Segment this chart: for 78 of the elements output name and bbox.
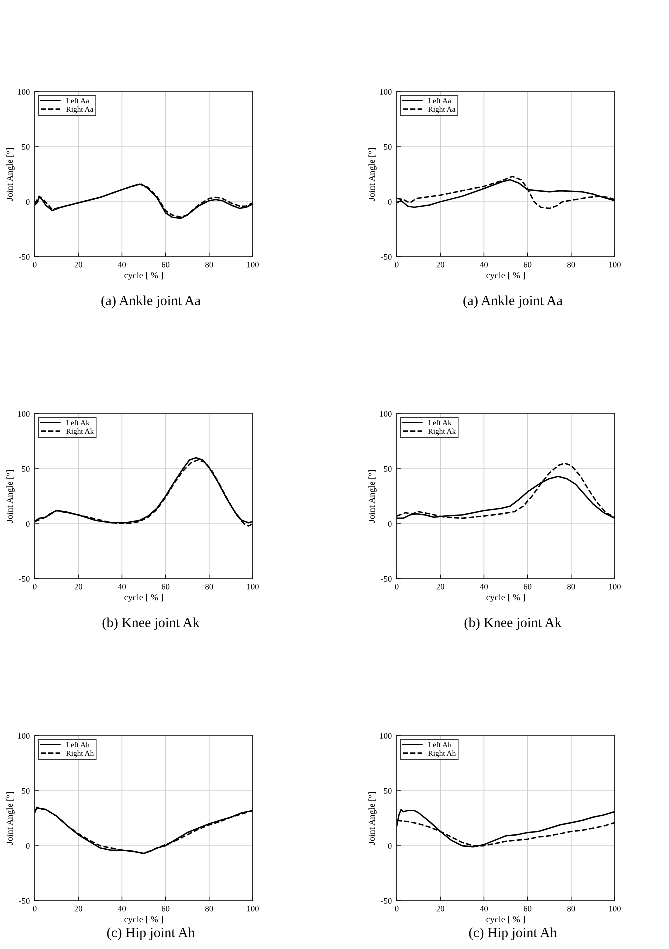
x-tick-label: 40 — [480, 262, 488, 268]
y-tick-label: 50 — [384, 466, 392, 472]
y-tick-label: 0 — [388, 521, 392, 527]
text: (c) Hip joint Ah — [469, 928, 557, 940]
y-tick-label: -50 — [19, 898, 30, 904]
x-tick-label: 0 — [395, 262, 399, 268]
x-tick-label: 60 — [162, 584, 170, 590]
x-tick-label: 40 — [118, 262, 126, 268]
x-tick-label: 0 — [33, 584, 37, 590]
x-tick-label: 100 — [247, 262, 259, 268]
x-tick-label: 60 — [524, 906, 532, 912]
x-axis-title: cycle [ % ] — [124, 594, 164, 602]
x-tick-label: 20 — [436, 584, 444, 590]
x-tick-label: 40 — [480, 584, 488, 590]
x-tick-label: 0 — [33, 906, 37, 912]
x-tick-label: 20 — [74, 906, 82, 912]
x-tick-label: 80 — [568, 584, 576, 590]
x-tick-label: 40 — [118, 584, 126, 590]
x-tick-label: 80 — [568, 906, 576, 912]
y-tick-label: 50 — [22, 466, 30, 472]
y-axis-title: Joint Angle [°] — [6, 470, 15, 523]
y-tick-label: -50 — [19, 576, 30, 582]
y-tick-label: -50 — [381, 898, 392, 904]
x-tick-label: 40 — [480, 906, 488, 912]
x-tick-label: 80 — [206, 262, 214, 268]
x-tick-label: 60 — [524, 584, 532, 590]
y-axis-title: Joint Angle [°] — [6, 148, 15, 201]
text: (a) Ankle joint Aa — [102, 296, 201, 308]
x-tick-label: 20 — [74, 262, 82, 268]
y-tick-label: -50 — [381, 576, 392, 582]
y-tick-label: -50 — [381, 254, 392, 260]
y-tick-label: 0 — [388, 199, 392, 205]
x-tick-label: 80 — [206, 906, 214, 912]
x-tick-label: 0 — [395, 906, 399, 912]
y-tick-label: 0 — [26, 521, 30, 527]
y-tick-label: 100 — [380, 411, 392, 417]
x-axis-title: cycle [ % ] — [486, 594, 526, 602]
text: (b) Knee joint Ak — [102, 618, 200, 630]
x-tick-label: 80 — [568, 262, 576, 268]
y-tick-label: 0 — [26, 843, 30, 849]
x-tick-label: 100 — [609, 262, 621, 268]
x-tick-label: 100 — [609, 906, 621, 912]
y-axis-title: Joint Angle [°] — [6, 792, 15, 845]
x-tick-label: 80 — [206, 584, 214, 590]
y-axis-title: Joint Angle [°] — [368, 470, 377, 523]
text: (b) Knee joint Ak — [464, 618, 562, 630]
y-tick-label: 100 — [18, 733, 30, 739]
y-tick-label: 100 — [380, 733, 392, 739]
y-tick-label: 50 — [22, 788, 30, 794]
y-tick-label: 50 — [22, 144, 30, 150]
x-tick-label: 20 — [74, 584, 82, 590]
x-tick-label: 20 — [436, 262, 444, 268]
x-tick-label: 100 — [609, 584, 621, 590]
x-axis-title: cycle [ % ] — [486, 272, 526, 280]
x-tick-label: 0 — [395, 584, 399, 590]
x-tick-label: 0 — [33, 262, 37, 268]
y-tick-label: 0 — [388, 843, 392, 849]
y-tick-label: 0 — [26, 199, 30, 205]
x-axis-title: cycle [ % ] — [486, 916, 526, 924]
y-tick-label: 100 — [18, 411, 30, 417]
x-tick-label: 60 — [162, 906, 170, 912]
y-axis-title: Joint Angle [°] — [368, 148, 377, 201]
text: (a) Ankle joint Aa — [464, 296, 563, 308]
text: (c) Hip joint Ah — [107, 928, 195, 940]
x-tick-label: 100 — [247, 584, 259, 590]
y-tick-label: 100 — [18, 89, 30, 95]
y-tick-label: 50 — [384, 144, 392, 150]
x-tick-label: 60 — [524, 262, 532, 268]
y-tick-label: -50 — [19, 254, 30, 260]
x-axis-title: cycle [ % ] — [124, 916, 164, 924]
x-axis-title: cycle [ % ] — [124, 272, 164, 280]
y-tick-label: 100 — [380, 89, 392, 95]
x-tick-label: 40 — [118, 906, 126, 912]
y-axis-title: Joint Angle [°] — [368, 792, 377, 845]
x-tick-label: 60 — [162, 262, 170, 268]
x-tick-label: 100 — [247, 906, 259, 912]
y-tick-label: 50 — [384, 788, 392, 794]
x-tick-label: 20 — [436, 906, 444, 912]
